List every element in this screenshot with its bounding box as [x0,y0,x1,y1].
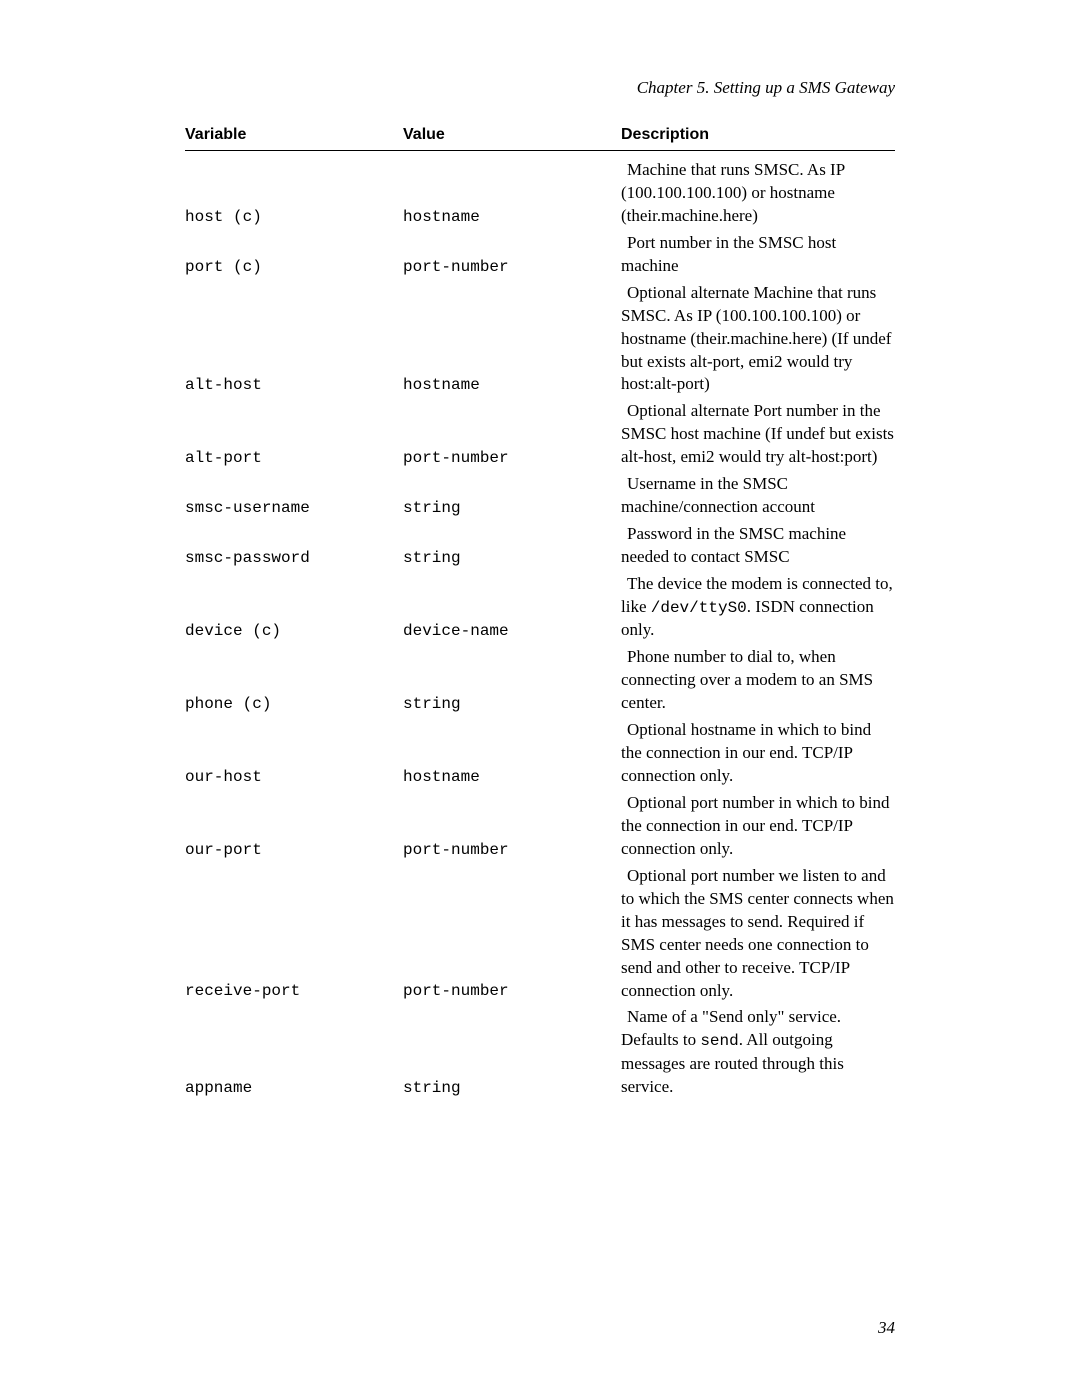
cell-variable: alt-host [185,376,403,396]
cell-value: port-number [403,258,621,278]
cell-description: Machine that runs SMSC. As IP (100.100.1… [621,159,895,228]
cell-description: Optional alternate Port number in the SM… [621,400,895,469]
table-header-row: Variable Value Description [185,126,895,151]
table-row: alt-portport-numberOptional alternate Po… [185,400,895,469]
cell-description: Optional port number we listen to and to… [621,865,895,1003]
inline-code: send [700,1032,738,1050]
cell-description: Phone number to dial to, when connecting… [621,646,895,715]
cell-description: Username in the SMSC machine/connection … [621,473,895,519]
table-row: our-portport-numberOptional port number … [185,792,895,861]
cell-description: Port number in the SMSC host machine [621,232,895,278]
cell-variable: receive-port [185,982,403,1002]
cell-variable: smsc-username [185,499,403,519]
cell-description: Name of a "Send only" service. Defaults … [621,1006,895,1098]
chapter-header: Chapter 5. Setting up a SMS Gateway [185,78,895,98]
cell-value: port-number [403,841,621,861]
cell-variable: phone (c) [185,695,403,715]
cell-description: The device the modem is connected to, li… [621,573,895,642]
cell-variable: device (c) [185,622,403,642]
table-row: smsc-passwordstringPassword in the SMSC … [185,523,895,569]
header-variable: Variable [185,126,403,144]
table-row: our-hosthostnameOptional hostname in whi… [185,719,895,788]
cell-variable: appname [185,1079,403,1099]
cell-description: Optional alternate Machine that runs SMS… [621,282,895,397]
inline-code: /dev/ttyS0 [651,599,747,617]
cell-variable: host (c) [185,208,403,228]
cell-value: string [403,499,621,519]
cell-value: string [403,549,621,569]
table-row: phone (c)stringPhone number to dial to, … [185,646,895,715]
header-value: Value [403,126,621,144]
cell-value: hostname [403,208,621,228]
table-row: host (c)hostnameMachine that runs SMSC. … [185,159,895,228]
cell-variable: port (c) [185,258,403,278]
table-row: device (c)device-nameThe device the mode… [185,573,895,642]
table-body: host (c)hostnameMachine that runs SMSC. … [185,159,895,1099]
cell-value: hostname [403,376,621,396]
table-row: port (c)port-numberPort number in the SM… [185,232,895,278]
cell-value: string [403,695,621,715]
header-description: Description [621,126,895,144]
cell-variable: alt-port [185,449,403,469]
cell-value: hostname [403,768,621,788]
cell-variable: our-host [185,768,403,788]
cell-description: Optional port number in which to bind th… [621,792,895,861]
cell-value: device-name [403,622,621,642]
table-row: alt-hosthostnameOptional alternate Machi… [185,282,895,397]
cell-description: Password in the SMSC machine needed to c… [621,523,895,569]
cell-variable: smsc-password [185,549,403,569]
cell-value: port-number [403,449,621,469]
cell-value: port-number [403,982,621,1002]
cell-variable: our-port [185,841,403,861]
table-row: appnamestringName of a "Send only" servi… [185,1006,895,1098]
config-table: Variable Value Description host (c)hostn… [185,126,895,1099]
cell-description: Optional hostname in which to bind the c… [621,719,895,788]
table-row: receive-portport-numberOptional port num… [185,865,895,1003]
page-number: 34 [878,1318,895,1338]
cell-value: string [403,1079,621,1099]
table-row: smsc-usernamestringUsername in the SMSC … [185,473,895,519]
